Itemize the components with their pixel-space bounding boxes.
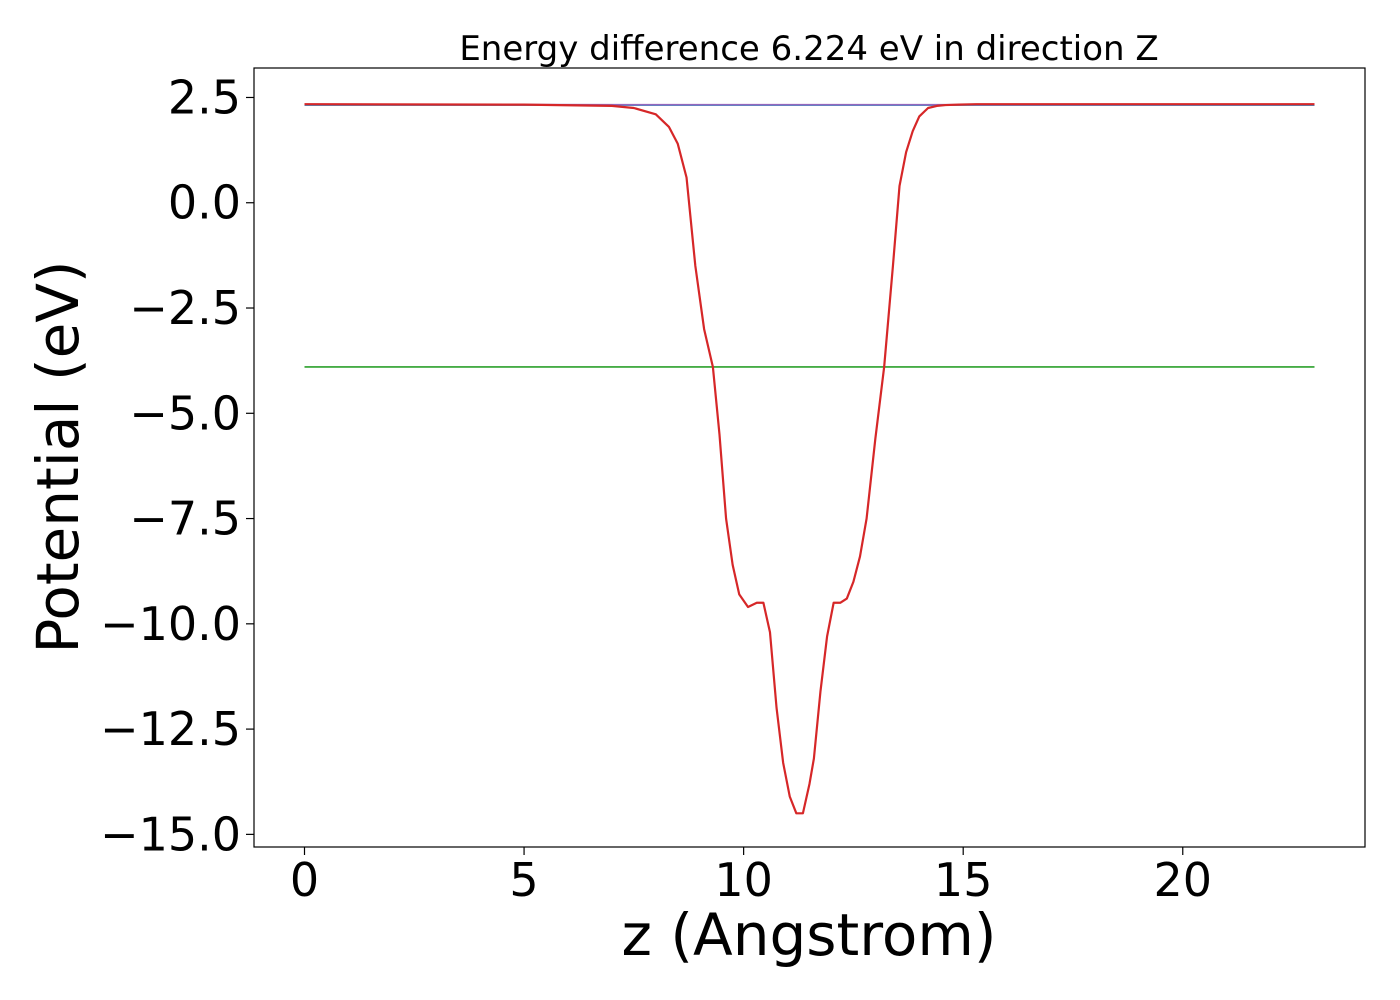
- y-tick-label: −2.5: [129, 281, 241, 335]
- x-tick-label: 5: [509, 853, 538, 907]
- y-tick-label: −12.5: [100, 702, 241, 756]
- y-tick-label: −5.0: [129, 386, 241, 440]
- x-tick-label: 20: [1153, 853, 1212, 907]
- plot-frame: [253, 67, 1366, 848]
- x-axis-ticks: 0 5 10 15 20: [290, 847, 1212, 907]
- y-tick-label: −10.0: [100, 597, 241, 651]
- series-line-4: [304, 103, 1315, 815]
- plot-lines: [304, 103, 1315, 815]
- y-tick-label: −7.5: [129, 492, 241, 546]
- x-axis-title: z (Angstrom): [622, 901, 997, 969]
- y-tick-label: 0.0: [168, 176, 241, 230]
- x-tick-label: 15: [934, 853, 993, 907]
- x-tick-label: 10: [714, 853, 773, 907]
- y-tick-label: −15.0: [100, 807, 241, 861]
- y-axis-title: Potential (eV): [24, 260, 92, 653]
- chart-title: Energy difference 6.224 eV in direction …: [459, 29, 1158, 69]
- y-tick-label: 2.5: [168, 70, 241, 124]
- x-tick-label: 0: [290, 853, 319, 907]
- y-axis-ticks: 2.5 0.0 −2.5 −5.0 −7.5 −10.0 −12.5 −15.0: [100, 70, 254, 861]
